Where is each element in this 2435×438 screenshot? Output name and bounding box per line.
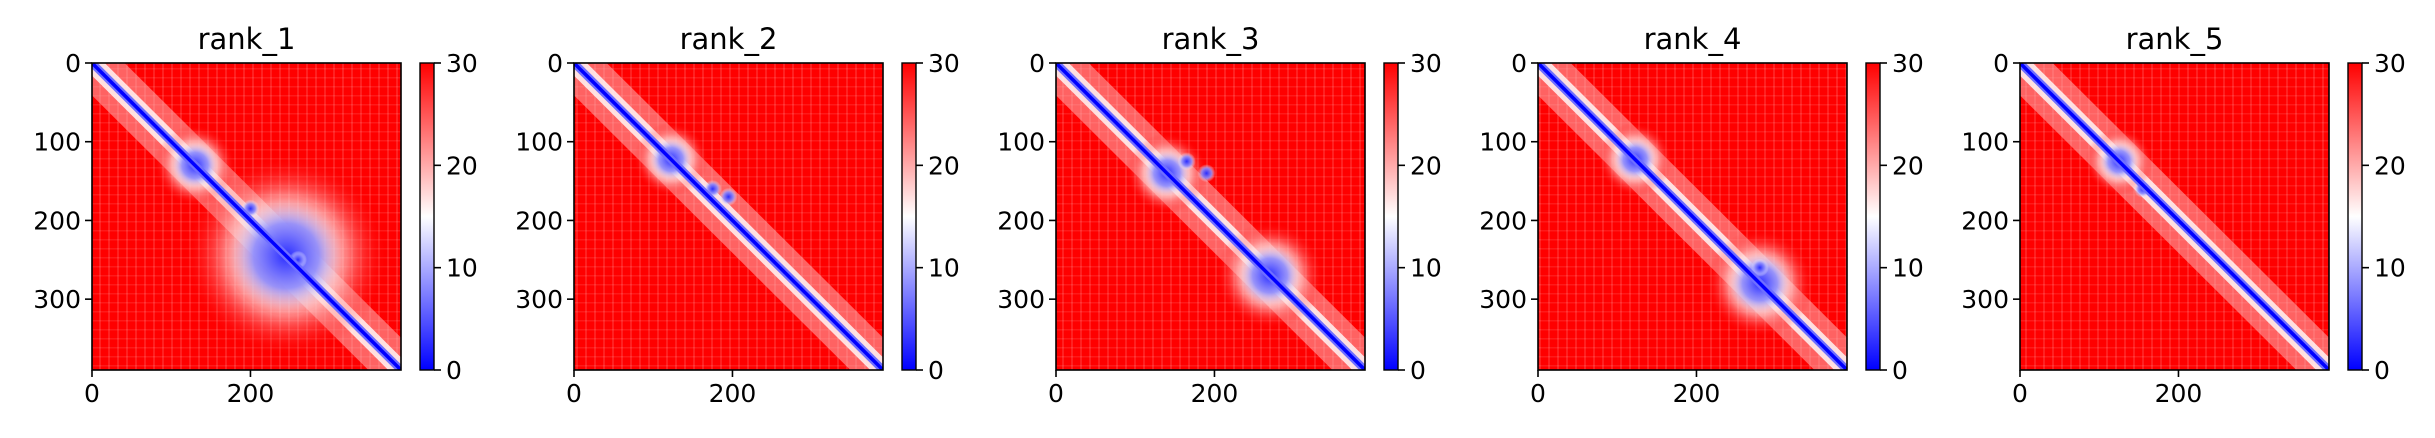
contact-spot: [719, 187, 738, 206]
y-tick-label: 300: [515, 285, 563, 314]
panel-4: rank_4 0 100 200 300 0 200 0 10 20 30: [1479, 22, 1924, 408]
colorbar-tick-label: 10: [928, 254, 960, 283]
panel-title: rank_4: [1644, 22, 1742, 56]
y-tick-label: 0: [547, 49, 563, 78]
y-tick-label: 100: [1479, 128, 1527, 157]
axes-frame: [1055, 62, 1366, 371]
colorbar: [2347, 62, 2363, 371]
panel-3: rank_3 0 100 200 300 0 200 0 10 20 30: [997, 22, 1442, 408]
x-tick-label: 200: [709, 379, 757, 408]
diagonal-line: [574, 63, 883, 370]
heatmap: [1056, 63, 1365, 370]
colorbar-tick-label: 30: [446, 49, 478, 78]
colorbar-tick-label: 10: [2374, 254, 2406, 283]
x-tick-label: 200: [227, 379, 275, 408]
y-tick-label: 200: [515, 206, 563, 235]
contact-spot: [1750, 258, 1769, 277]
y-tick-label: 100: [33, 128, 81, 157]
colorbar-tick-label: 0: [2374, 356, 2390, 385]
y-tick-label: 0: [65, 49, 81, 78]
diagonal-line: [1056, 63, 1365, 370]
colorbar-tick-label: 20: [1892, 151, 1924, 180]
x-tick-label: 0: [1048, 379, 1064, 408]
axes-frame: [573, 62, 884, 371]
colorbar: [1865, 62, 1881, 371]
x-tick-label: 0: [2012, 379, 2028, 408]
colorbar-tick-label: 0: [928, 356, 944, 385]
x-tick-label: 200: [1673, 379, 1721, 408]
colorbar-tick-label: 30: [1892, 49, 1924, 78]
y-tick-label: 300: [1961, 285, 2009, 314]
heatmap: [2020, 63, 2329, 370]
x-tick-label: 0: [566, 379, 582, 408]
colorbar-tick-label: 0: [446, 356, 462, 385]
contact-spot: [1197, 164, 1216, 183]
diagonal-line: [2020, 63, 2329, 370]
colorbar-tick-label: 0: [1410, 356, 1426, 385]
axes-frame: [1537, 62, 1848, 371]
colorbar-tick-label: 20: [2374, 151, 2406, 180]
y-tick-label: 300: [997, 285, 1045, 314]
colorbar: [419, 62, 435, 371]
colorbar-tick-label: 10: [1410, 254, 1442, 283]
y-tick-label: 100: [515, 128, 563, 157]
panel-title: rank_3: [1162, 22, 1260, 56]
colorbar-tick-label: 20: [446, 151, 478, 180]
panel-2: rank_2 0 100 200 300 0 200 0 10 20 30: [515, 22, 960, 408]
panel-title: rank_2: [680, 22, 778, 56]
panel-title: rank_5: [2126, 22, 2224, 56]
colorbar-tick-label: 30: [1410, 49, 1442, 78]
y-tick-label: 200: [1479, 206, 1527, 235]
y-tick-label: 100: [997, 128, 1045, 157]
y-tick-label: 200: [33, 206, 81, 235]
contact-spot: [1177, 152, 1196, 171]
y-tick-label: 100: [1961, 128, 2009, 157]
x-tick-label: 200: [2155, 379, 2203, 408]
panel-1: rank_1 0 100 200 300 0 200 0 10 20 30: [33, 22, 478, 408]
y-tick-label: 0: [1993, 49, 2009, 78]
axes-frame: [91, 62, 402, 371]
y-tick-label: 300: [33, 285, 81, 314]
colorbar-tick-label: 20: [928, 151, 960, 180]
x-tick-label: 200: [1191, 379, 1239, 408]
y-tick-label: 0: [1029, 49, 1045, 78]
x-tick-label: 0: [1530, 379, 1546, 408]
axes-frame: [2019, 62, 2330, 371]
x-tick-label: 0: [84, 379, 100, 408]
y-tick-label: 0: [1511, 49, 1527, 78]
y-tick-label: 200: [997, 206, 1045, 235]
y-tick-label: 200: [1961, 206, 2009, 235]
colorbar: [901, 62, 917, 371]
colorbar-tick-label: 30: [2374, 49, 2406, 78]
colorbar-tick-label: 30: [928, 49, 960, 78]
y-tick-label: 300: [1479, 285, 1527, 314]
diagonal-line: [1538, 63, 1847, 370]
heatmap: [574, 63, 883, 370]
panel-5: rank_5 0 100 200 300 0 200 0 10 20 30: [1961, 22, 2406, 408]
diagonal-line: [92, 63, 401, 370]
heatmap: [1538, 63, 1847, 370]
colorbar-tick-label: 0: [1892, 356, 1908, 385]
colorbar-tick-label: 10: [1892, 254, 1924, 283]
colorbar-tick-label: 20: [1410, 151, 1442, 180]
colorbar-tick-label: 10: [446, 254, 478, 283]
heatmap: [92, 63, 401, 370]
panel-title: rank_1: [198, 22, 296, 56]
colorbar: [1383, 62, 1399, 371]
